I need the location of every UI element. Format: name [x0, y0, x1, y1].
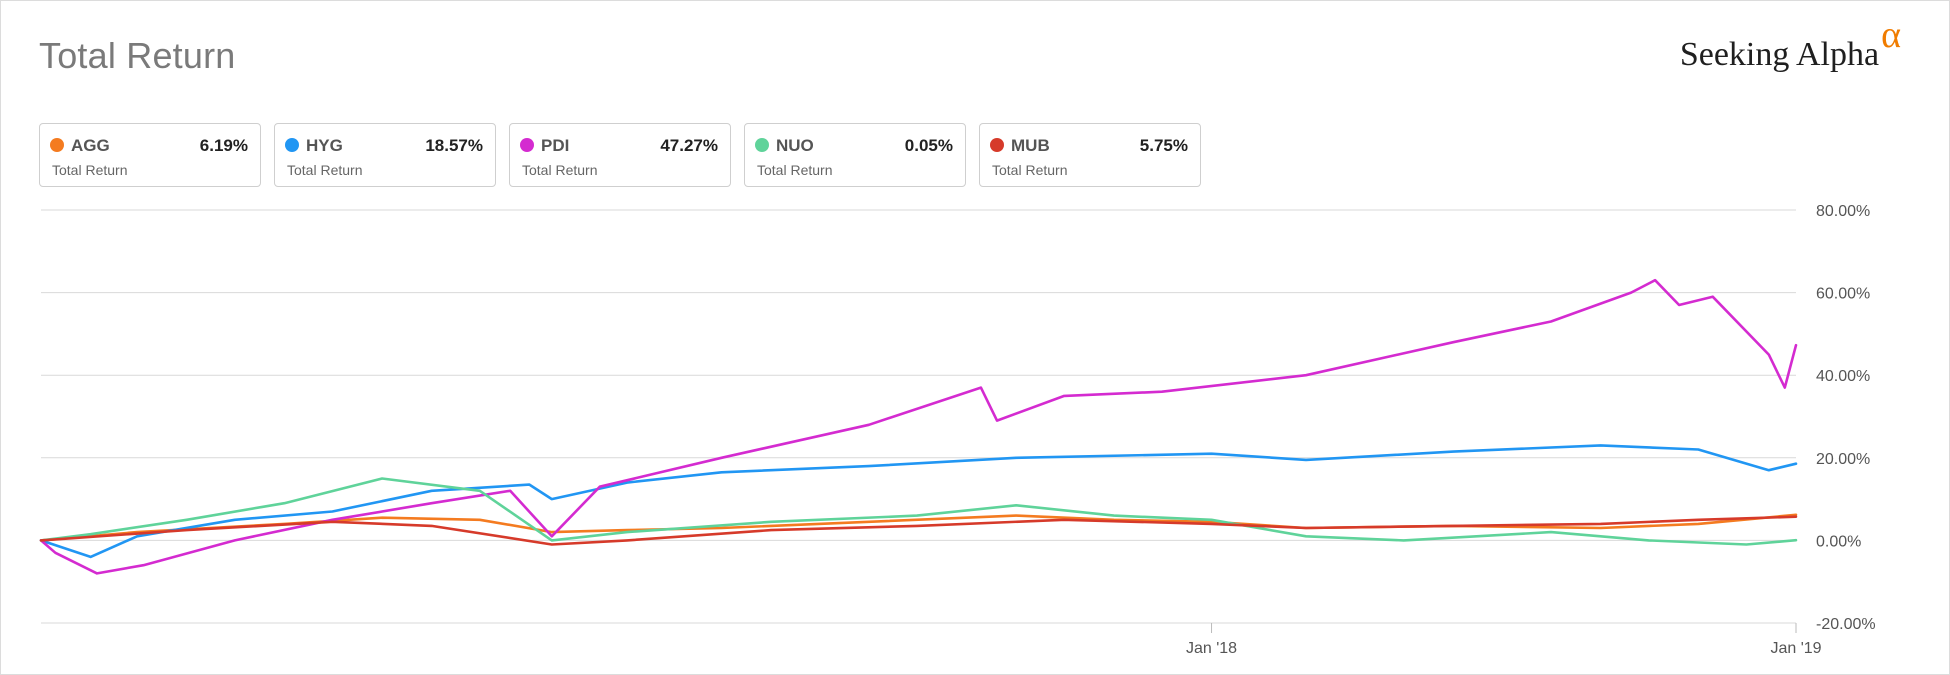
legend-value: 18.57% — [425, 136, 483, 155]
x-tick-label: Jan '18 — [1186, 640, 1237, 657]
legend-sublabel: Total Return — [992, 162, 1068, 178]
brand-text: Seeking Alpha — [1679, 36, 1880, 73]
y-tick-label: 20.00% — [1816, 451, 1870, 468]
legend-card-agg[interactable]: AGG 6.19% Total Return — [39, 123, 261, 187]
series-line-pdi — [39, 278, 1798, 575]
y-tick-label: -20.00% — [1816, 616, 1876, 633]
legend-card-hyg[interactable]: HYG 18.57% Total Return — [274, 123, 496, 187]
series-dot-icon — [990, 138, 1004, 152]
legend-card-mub[interactable]: MUB 5.75% Total Return — [979, 123, 1201, 187]
alpha-icon: α — [1881, 14, 1901, 56]
series-line-mub — [39, 515, 1798, 546]
legend-card-pdi[interactable]: PDI 47.27% Total Return — [509, 123, 731, 187]
series-layer — [39, 278, 1798, 575]
legend-value: 5.75% — [1139, 136, 1188, 155]
x-tick-label: Jan '19 — [1770, 640, 1821, 657]
y-tick-label: 0.00% — [1816, 533, 1861, 550]
legend-sublabel: Total Return — [287, 162, 363, 178]
series-line-agg — [39, 513, 1798, 542]
grid-layer — [41, 209, 1796, 624]
legend-card-nuo[interactable]: NUO 0.05% Total Return — [744, 123, 966, 187]
y-tick-label: 40.00% — [1816, 368, 1870, 385]
legend-ticker: PDI — [541, 136, 570, 155]
legend: AGG 6.19% Total Return HYG 18.57% Total … — [39, 123, 1201, 187]
series-dot-icon — [50, 138, 64, 152]
brand-logo: Seeking Alphaα — [1679, 14, 1901, 75]
series-line-hyg — [39, 444, 1798, 559]
legend-value: 0.05% — [904, 136, 953, 155]
legend-ticker: AGG — [71, 136, 110, 155]
legend-sublabel: Total Return — [522, 162, 598, 178]
legend-sublabel: Total Return — [52, 162, 128, 178]
legend-value: 47.27% — [660, 136, 718, 155]
axis-layer: 80.00% 60.00% 40.00% 20.00% 0.00% -20.00% Jan … — [1186, 203, 1876, 657]
series-dot-icon — [755, 138, 769, 152]
legend-ticker: MUB — [1011, 136, 1050, 155]
series-line-nuo — [39, 477, 1798, 546]
series-dot-icon — [285, 138, 299, 152]
legend-sublabel: Total Return — [757, 162, 833, 178]
legend-ticker: HYG — [306, 136, 343, 155]
series-dot-icon — [520, 138, 534, 152]
page-title: Total Return — [39, 35, 236, 76]
y-tick-label: 80.00% — [1816, 203, 1870, 220]
y-tick-label: 60.00% — [1816, 286, 1870, 303]
legend-ticker: NUO — [776, 136, 814, 155]
legend-value: 6.19% — [199, 136, 248, 155]
